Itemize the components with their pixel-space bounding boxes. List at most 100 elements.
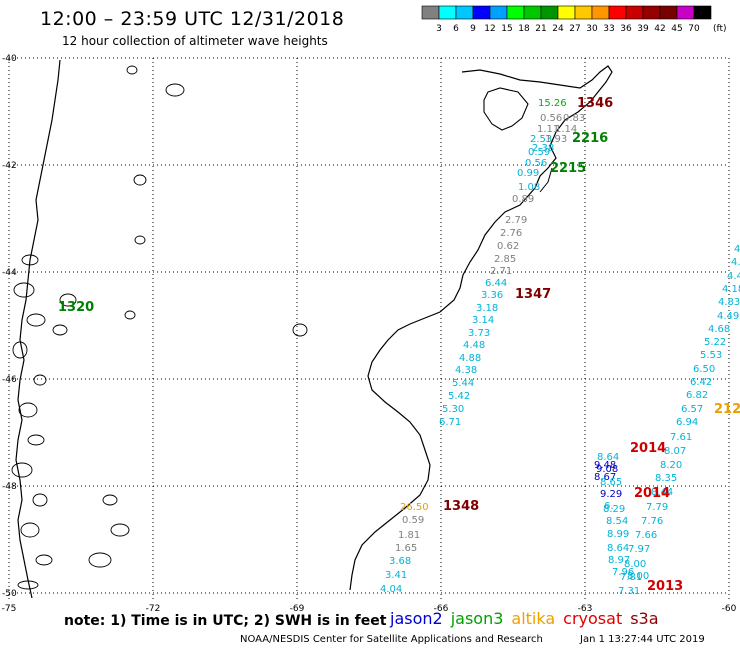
colorbar-cell — [489, 5, 508, 20]
wave-height-value: 0.56 — [525, 158, 547, 169]
wave-height-value: 3.36 — [481, 290, 503, 301]
island-outline — [88, 552, 112, 568]
footer-timestamp: Jan 1 13:27:44 UTC 2019 — [580, 634, 705, 645]
colorbar-tick-label: 39 — [637, 24, 649, 34]
satellite-legend-item: s3a — [630, 609, 659, 628]
colorbar-cell — [693, 5, 712, 20]
colorbar-cell — [472, 5, 491, 20]
wave-height-value: 6.82 — [686, 390, 708, 401]
gulf-outline — [539, 167, 553, 193]
pass-time-label: 1320 — [58, 300, 94, 315]
wave-height-value: 2.71 — [490, 266, 512, 277]
wave-height-value: 4.68 — [708, 324, 730, 335]
colorbar-cell — [523, 5, 542, 20]
island-outline — [13, 282, 35, 298]
island-outline — [110, 523, 130, 537]
wave-height-value: 0.59 — [528, 147, 550, 158]
units-note: note: 1) Time is in UTC; 2) SWH is in fe… — [64, 613, 387, 629]
wave-height-value: 8.54 — [606, 516, 628, 527]
wave-height-value: 2.53 — [530, 134, 552, 145]
wave-height-value: 7.81 — [620, 572, 642, 583]
island-outline — [20, 522, 40, 538]
wave-height-value: 4.88 — [459, 353, 481, 364]
wave-height-value: 0.56 — [540, 113, 562, 124]
wave-height-value: 0.59 — [402, 515, 424, 526]
colorbar-tick-label: 33 — [603, 24, 614, 34]
wave-height-value: 2.85 — [494, 254, 516, 265]
colorbar-cell — [625, 5, 644, 20]
longitude-label: -63 — [578, 604, 593, 614]
latitude-label: -50 — [2, 589, 17, 599]
island-outline — [292, 323, 308, 337]
island-outline — [17, 580, 39, 590]
longitude-label: -69 — [290, 604, 305, 614]
colorbar-cell — [557, 5, 576, 20]
island-outline — [26, 313, 46, 327]
colorbar-cell — [659, 5, 678, 20]
latitude-label: -42 — [2, 161, 17, 171]
wave-height-value: 4.4 — [727, 271, 740, 282]
colorbar-tick-label: 36 — [620, 24, 632, 34]
colorbar-tick-label: 3 — [436, 24, 442, 34]
pass-time-label: 2216 — [572, 131, 608, 146]
island-outline — [59, 293, 77, 307]
wave-height-value: 0.83 — [563, 113, 585, 124]
wave-height-value: 4. — [731, 257, 740, 268]
wave-height-value: 7.79 — [646, 502, 668, 513]
island-outline — [165, 83, 185, 97]
wave-height-value: 8.99 — [607, 529, 629, 540]
wave-height-value: 15.26 — [538, 98, 567, 109]
latitude-label: -40 — [2, 54, 17, 64]
island-outline — [18, 402, 38, 418]
latitude-label: -46 — [2, 375, 17, 385]
longitude-label: -66 — [434, 604, 449, 614]
colorbar-cell — [574, 5, 593, 20]
wave-height-value: 6. — [604, 501, 614, 512]
island-outline — [52, 324, 68, 336]
colorbar-tick-label: 42 — [654, 24, 665, 34]
pass-time-label: 1346 — [577, 96, 613, 111]
wave-height-value: 4.18 — [722, 284, 740, 295]
longitude-label: -60 — [722, 604, 737, 614]
page-title: 12:00 – 23:59 UTC 12/31/2018 — [40, 8, 345, 30]
island-outline — [32, 493, 48, 507]
wave-height-value: 1.93 — [545, 134, 567, 145]
wave-height-value: 8.64 — [607, 543, 629, 554]
island-outline — [11, 462, 33, 478]
wave-height-value: 2.76 — [500, 228, 522, 239]
colorbar-cell — [591, 5, 610, 20]
colorbar-cell — [608, 5, 627, 20]
wave-height-value: 7.96 — [612, 567, 634, 578]
wave-height-value: 8.07 — [664, 446, 686, 457]
wave-height-value: 5.44 — [452, 378, 474, 389]
pass-time-label: 1348 — [443, 499, 479, 514]
colorbar-cell — [506, 5, 525, 20]
wave-height-value: 26.50 — [400, 502, 429, 513]
satellite-legend-item: jason2 — [390, 609, 443, 628]
pass-time-label: 2215 — [550, 161, 586, 176]
wave-height-value: 4.83 — [718, 297, 740, 308]
pass-time-label: 212 — [714, 402, 740, 417]
wave-height-value: 3.18 — [476, 303, 498, 314]
colorbar-cell — [421, 5, 440, 20]
wave-height-value: 9.48 — [594, 460, 616, 471]
satellite-legend: jason2 jason3 altika cryosat s3a — [390, 609, 667, 628]
colorbar-tick-label: 27 — [569, 24, 580, 34]
wave-height-value: 8.97 — [608, 555, 630, 566]
wave-height-value: 5.30 — [442, 404, 464, 415]
pass-time-label: 2014 — [634, 486, 670, 501]
colorbar-tick-label: 18 — [518, 24, 530, 34]
colorbar-tick-label: 30 — [586, 24, 598, 34]
wave-height-value: 8.67 — [594, 472, 616, 483]
wave-height-value: 8.29 — [603, 504, 625, 515]
wave-height-value: 1.65 — [395, 543, 417, 554]
wave-height-value: 9.08 — [596, 464, 618, 475]
colorbar-cell — [540, 5, 559, 20]
island-outline — [134, 235, 146, 245]
wave-height-value: 9.29 — [600, 489, 622, 500]
colorbar-cell — [676, 5, 695, 20]
wave-height-value: 1.14 — [555, 124, 577, 135]
wave-height-value: 4.49 — [717, 311, 739, 322]
chile-coastline — [15, 59, 61, 599]
